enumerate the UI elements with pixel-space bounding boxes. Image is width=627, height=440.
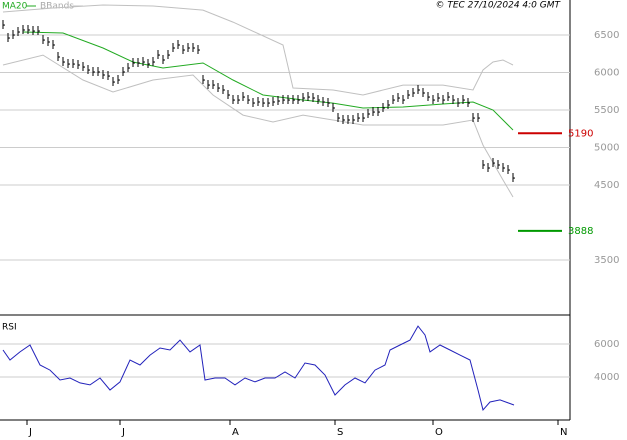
y-tick-label: 6500 [594, 30, 619, 41]
x-tick-label: J [28, 427, 32, 438]
x-tick-label: S [337, 427, 343, 438]
level-label: 3888 [568, 226, 593, 237]
y-tick-label: 5000 [594, 143, 619, 154]
band-line [2, 4, 514, 96]
rsi-line [2, 325, 515, 411]
x-tick-label: A [232, 427, 239, 438]
credit: © TEC 27/10/2024 4:0 GMT [435, 1, 561, 11]
y-tick-label: 5500 [594, 105, 619, 116]
y-tick-label: 4500 [594, 180, 619, 191]
y-tick-label: 3500 [594, 255, 619, 266]
level-label: 5190 [568, 128, 593, 139]
panel-title: RSI [2, 323, 17, 333]
band-line [2, 54, 514, 198]
x-tick-label: O [435, 427, 443, 438]
y-tick-label: 6000 [594, 68, 619, 79]
legend-label: BBands [40, 2, 74, 12]
x-tick-label: N [560, 427, 567, 438]
x-tick-label: J [121, 427, 125, 438]
legend-label: MA20 [2, 2, 28, 12]
y-tick-label: 6000 [594, 339, 619, 350]
y-tick-label: 4000 [594, 372, 619, 383]
